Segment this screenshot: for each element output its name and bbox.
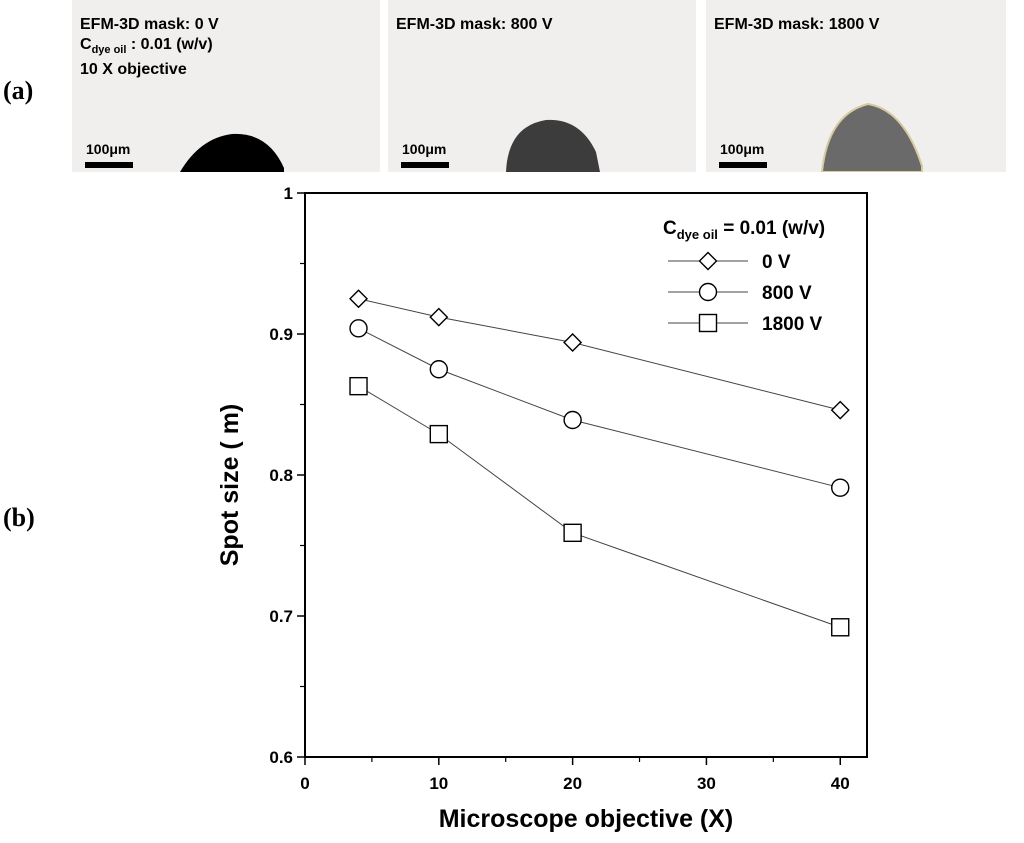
droplet-shape (820, 102, 923, 172)
legend-marker (698, 251, 718, 271)
panel-a-label: (a) (3, 76, 34, 105)
scale-bar (85, 162, 133, 168)
legend-label: 800 V (762, 283, 812, 304)
droplet-shape (180, 133, 284, 172)
droplet-photo-800v: EFM-3D mask: 800 V 100μm (388, 0, 696, 172)
panel-b-label: (b) (3, 503, 35, 532)
photo-caption-objective: 10 X objective (80, 61, 187, 79)
y-tick-label: 0.7 (269, 607, 293, 626)
x-axis-label: Microscope objective (X) (439, 805, 734, 833)
plot-frame (304, 192, 868, 758)
chart-legend: Cdye oil = 0.01 (w/v) 0 V 800 V 1800 V (663, 218, 825, 335)
scale-bar-label: 100μm (402, 141, 447, 157)
series-0v (349, 289, 850, 420)
droplet-photo-1800v: EFM-3D mask: 1800 V 100μm (706, 0, 1006, 172)
y-axis-label: Spot size ( m) (216, 404, 244, 567)
conc-symbol: C (80, 36, 92, 53)
data-point (563, 410, 582, 430)
data-point (429, 424, 449, 444)
y-tick-label: 1 (284, 184, 293, 203)
photo-caption-title: EFM-3D mask: 0 V (80, 16, 219, 33)
data-point (563, 523, 582, 543)
photo-caption-title: EFM-3D mask: 800 V (396, 16, 553, 33)
y-tick-label: 0.6 (269, 748, 293, 767)
y-tick-label: 0.9 (269, 325, 293, 344)
x-tick-label: 10 (429, 774, 448, 793)
conc-subscript: dye oil (91, 44, 127, 57)
legend-marker (698, 282, 718, 302)
chart-axes: 0 10 20 30 40 0.6 0.7 0.8 0.9 1 Microscope objecti… (216, 184, 868, 833)
data-point (429, 307, 449, 327)
series-line (358, 327, 841, 489)
legend-label: 0 V (762, 252, 791, 273)
scale-bar (719, 162, 767, 168)
y-tick-label: 0.8 (269, 466, 293, 485)
droplet-shape (506, 119, 600, 172)
data-point (831, 478, 850, 497)
data-point (429, 360, 449, 379)
series-800v (349, 319, 850, 497)
photo-caption-0v: EFM-3D mask: 0 V Cdye oil : 0.01 (w/v) 1… (80, 15, 219, 80)
data-point (349, 289, 369, 309)
x-tick-label: 0 (300, 774, 309, 793)
data-point (830, 400, 850, 420)
photo-caption-concentration: Cdye oil : 0.01 (w/v) (80, 35, 219, 60)
photo-caption-title: EFM-3D mask: 1800 V (714, 16, 880, 33)
data-point (563, 332, 583, 352)
series-line (358, 298, 841, 411)
conc-value: : 0.01 (w/v) (126, 36, 213, 53)
x-tick-label: 30 (697, 774, 716, 793)
legend-label: 1800 V (762, 314, 823, 335)
chart-series (349, 289, 850, 637)
legend-title: Cdye oil = 0.01 (w/v) (663, 218, 825, 242)
data-point (349, 376, 368, 396)
scale-bar-label: 100μm (86, 141, 131, 157)
photo-caption-1800v: EFM-3D mask: 1800 V (714, 15, 879, 35)
x-tick-label: 20 (563, 774, 582, 793)
scale-bar (401, 162, 449, 168)
legend-marker (698, 313, 718, 333)
series-1800v (349, 376, 850, 637)
droplet-photo-0v: EFM-3D mask: 0 V Cdye oil : 0.01 (w/v) 1… (72, 0, 380, 172)
scale-bar-label: 100μm (720, 141, 765, 157)
data-point (349, 319, 368, 338)
series-line (358, 385, 841, 628)
x-tick-label: 40 (831, 774, 850, 793)
photo-caption-800v: EFM-3D mask: 800 V (396, 15, 553, 35)
data-point (831, 618, 850, 637)
